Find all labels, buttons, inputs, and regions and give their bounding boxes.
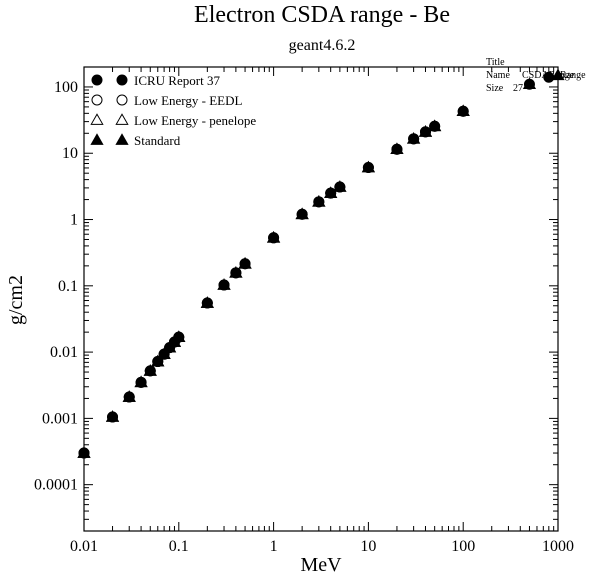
- legend-marker-left: [91, 94, 103, 106]
- data-point-series-3: [163, 340, 177, 353]
- corner-note-size-value: 27: [513, 83, 523, 94]
- corner-note-name-label: Name: [486, 70, 510, 81]
- legend-marker-right: [116, 94, 128, 106]
- legend-marker-left: [90, 113, 104, 125]
- data-point-series-3: [143, 364, 157, 376]
- data-point-series-3: [157, 347, 171, 359]
- data-point-series-3: [200, 296, 214, 308]
- data-point-series-3: [295, 207, 309, 220]
- y-tick-label: 10: [62, 145, 78, 162]
- data-point-series-3: [312, 195, 326, 207]
- data-point-series-3: [333, 180, 347, 192]
- legend-marker-right: [116, 74, 128, 86]
- y-tick-label: 100: [54, 79, 78, 96]
- data-point-series-3: [428, 119, 442, 132]
- y-tick-label: 1: [70, 212, 78, 229]
- y-tick-label: 0.01: [50, 344, 78, 361]
- data-point-series-3: [456, 104, 470, 117]
- legend-label: Low Energy - EEDL: [134, 93, 242, 108]
- legend-marker-left: [91, 74, 103, 86]
- data-point-series-3: [418, 125, 433, 137]
- data-markers: [77, 68, 565, 459]
- x-tick-label: 1: [270, 538, 278, 555]
- data-point-series-3: [151, 354, 165, 367]
- chart-subtitle: geant4.6.2: [289, 37, 356, 54]
- data-point-series-3: [390, 142, 404, 155]
- data-point-series-3: [229, 266, 243, 278]
- corner-note-title: Title: [486, 57, 505, 68]
- chart-title: Electron CSDA range - Be: [194, 2, 450, 28]
- data-point-series-3: [217, 278, 231, 290]
- x-axis-label: MeV: [300, 554, 342, 574]
- data-point-series-3: [361, 160, 376, 173]
- data-point-series-3: [122, 390, 136, 402]
- y-axis-label: g/cm2: [5, 275, 27, 325]
- corner-note-size-label: Size: [486, 83, 504, 94]
- y-tick-label: 0.0001: [34, 477, 78, 494]
- data-point-series-3: [551, 68, 565, 81]
- data-point-series-3: [407, 132, 421, 144]
- data-point-series-3: [238, 257, 252, 269]
- corner-note-overlap: Range: [560, 70, 586, 81]
- legend-marker-right: [115, 113, 129, 125]
- y-tick-label: 0.001: [42, 410, 78, 427]
- x-tick-label: 100: [451, 538, 475, 555]
- corner-note-name-value: CSDARange: [522, 70, 575, 81]
- legend-label: Low Energy - penelope: [134, 113, 256, 128]
- data-point-series-3: [134, 375, 148, 388]
- data-point-series-3: [172, 330, 186, 342]
- data-point-series-3: [266, 231, 281, 243]
- plot-frame: [83, 66, 559, 532]
- legend-label: Standard: [134, 133, 181, 148]
- legend: ICRU Report 37 Low Energy - EEDL Low Energ…: [90, 73, 256, 148]
- data-point-series-3: [324, 186, 338, 198]
- legend-label: ICRU Report 37: [134, 73, 220, 88]
- legend-marker-right: [115, 133, 129, 145]
- axis-ticks: 0.01 0.1 1 10 100 1000 0.0001 0.001 0.01 0.1 1 10 10…: [34, 67, 574, 555]
- x-tick-label: 1000: [542, 538, 574, 555]
- y-tick-label: 0.1: [58, 278, 78, 295]
- legend-marker-left: [90, 133, 104, 145]
- data-point-series-3: [105, 410, 120, 422]
- x-tick-label: 0.1: [169, 538, 189, 555]
- data-point-series-3: [522, 77, 537, 90]
- corner-note: Title Name CSDARange Range Size 27: [486, 57, 586, 94]
- x-tick-label: 10: [360, 538, 376, 555]
- data-point-series-3: [77, 446, 91, 458]
- x-tick-label: 0.01: [70, 538, 98, 555]
